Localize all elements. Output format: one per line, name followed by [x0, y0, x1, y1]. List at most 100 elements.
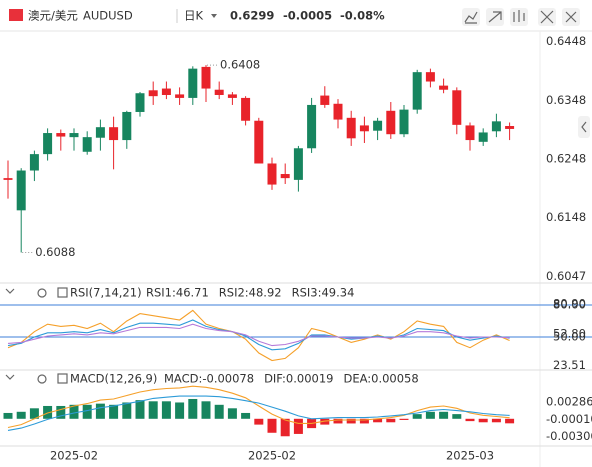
- macd-bar: [452, 414, 462, 419]
- legend-entry: RSI3:49.34: [292, 286, 355, 300]
- macd-header: MACD(12,26,9): [5, 372, 157, 386]
- collapse-icon[interactable]: [5, 374, 15, 380]
- macd-bar: [135, 400, 145, 419]
- candle-body: [214, 89, 224, 95]
- candle-body: [109, 127, 119, 141]
- settings-icon[interactable]: [37, 288, 47, 298]
- settings-icon[interactable]: [37, 374, 47, 384]
- collapse-icon[interactable]: [5, 288, 15, 294]
- macd-bar: [241, 412, 251, 419]
- candle-body: [465, 125, 475, 141]
- tool-icon: [464, 11, 478, 24]
- macd-bar: [16, 411, 26, 419]
- macd-bar: [267, 418, 277, 433]
- candle-body: [478, 132, 488, 142]
- macd-bar: [3, 412, 13, 419]
- macd-bar: [293, 418, 303, 434]
- macd-bar: [399, 418, 409, 420]
- add-icon[interactable]: [57, 287, 68, 298]
- macd-bar: [122, 402, 132, 419]
- series-line: [7, 395, 510, 431]
- candle-body: [373, 120, 383, 131]
- y-tick-label: 52.80: [553, 327, 586, 341]
- macd-bar: [478, 418, 488, 423]
- indicator-title: MACD(12,26,9): [70, 372, 157, 386]
- macd-bar: [69, 404, 79, 419]
- candle-body: [69, 133, 79, 138]
- macd-bar: [214, 404, 224, 419]
- macd-bar: [280, 418, 290, 437]
- macd-bar: [161, 401, 171, 419]
- candle-body: [425, 72, 435, 82]
- macd-bar: [175, 402, 185, 419]
- dropdown-icon[interactable]: [211, 14, 217, 18]
- candle-body: [280, 174, 290, 179]
- x-tick-label: 2025-02: [50, 449, 98, 463]
- legend-entry: DIF:0.00019: [264, 372, 333, 386]
- macd-bar: [491, 418, 501, 423]
- macd-bar: [82, 404, 92, 419]
- candle-body: [43, 133, 53, 155]
- candle-body: [346, 117, 356, 139]
- candle-body: [135, 93, 145, 112]
- legend-entry: DEA:0.00058: [343, 372, 418, 386]
- candle-body: [148, 90, 158, 97]
- candle-body: [452, 90, 462, 125]
- collapse-icon: [581, 121, 587, 133]
- y-tick-label: 0.6348: [546, 93, 586, 107]
- macd-bar: [439, 411, 449, 419]
- macd-bar: [320, 418, 330, 425]
- annotation: 0.6408: [220, 58, 260, 72]
- candle-body: [254, 120, 264, 164]
- period[interactable]: 日K: [184, 9, 203, 23]
- pair-name[interactable]: 澳元/美元: [28, 9, 78, 23]
- candle-body: [227, 94, 237, 98]
- candle-body: [320, 95, 330, 105]
- macd-bar: [109, 404, 119, 419]
- add-icon[interactable]: [57, 373, 68, 384]
- x-tick-label: 2025-03: [446, 449, 494, 463]
- y-tick-label: 50.00: [553, 330, 586, 344]
- candle-body: [307, 104, 317, 149]
- x-tick-label: 2025-02: [248, 449, 296, 463]
- indicator-title: RSI(7,14,21): [70, 286, 142, 300]
- series-line: [7, 323, 510, 347]
- y-tick-label: 23.51: [553, 358, 586, 372]
- candle-body: [95, 127, 105, 138]
- change-pct: -0.08%: [340, 9, 385, 23]
- candle-body: [399, 109, 409, 135]
- candle-body: [175, 94, 185, 98]
- macd-bar: [412, 414, 422, 419]
- candle-body: [56, 133, 66, 137]
- symbol: AUDUSD: [83, 9, 133, 23]
- macd-bar: [188, 398, 198, 419]
- candle-body: [201, 66, 211, 89]
- tool-icon: [513, 10, 525, 22]
- annotation: 0.6088: [35, 245, 75, 259]
- flag-icon: [9, 9, 23, 21]
- legend-entry: MACD:-0.00078: [164, 372, 254, 386]
- tool-icon: [488, 11, 502, 23]
- candle-body: [16, 170, 26, 211]
- collapse-button[interactable]: [578, 116, 590, 138]
- candle-body: [267, 163, 277, 185]
- series-line: [7, 319, 510, 351]
- macd-bar: [95, 403, 105, 419]
- y-tick-label: 80.90: [553, 297, 586, 311]
- macd-bar: [465, 418, 475, 422]
- macd-bar: [425, 411, 435, 419]
- candle-body: [3, 178, 13, 180]
- macd-bar: [359, 418, 369, 424]
- candle-body: [505, 126, 515, 129]
- legend-entry: RSI1:46.71: [146, 286, 209, 300]
- tool-icon: [540, 10, 554, 24]
- macd-bar: [254, 418, 264, 425]
- macd-bar: [227, 408, 237, 419]
- y-tick-label: 0.00286: [546, 395, 592, 409]
- series-line: [7, 385, 510, 429]
- y-tick-label: 0.6047: [546, 269, 586, 283]
- candle-body: [439, 85, 449, 90]
- macd-bar: [56, 405, 66, 419]
- tool-icon: [565, 11, 577, 23]
